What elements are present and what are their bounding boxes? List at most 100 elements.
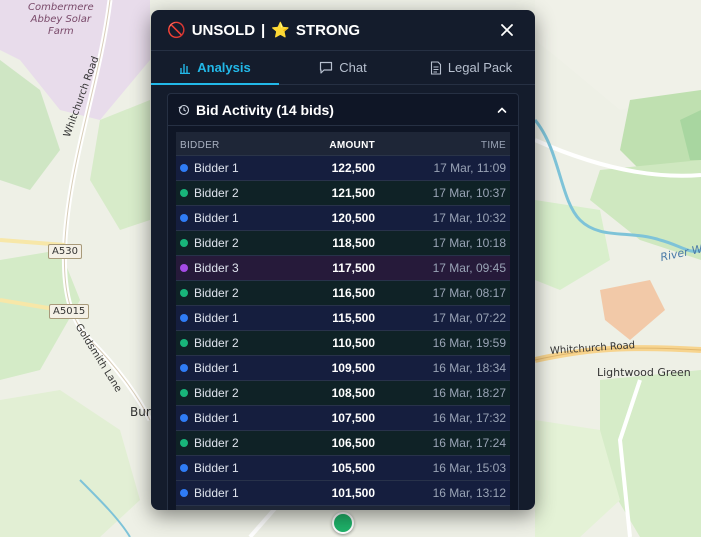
bid-table-header: BIDDER AMOUNT TIME	[176, 136, 510, 156]
panel-title: 🚫 UNSOLD | ⭐ STRONG	[167, 21, 495, 40]
bid-amount: 101,500	[331, 486, 375, 500]
history-icon	[178, 104, 190, 115]
bidder-cell: Bidder 2	[180, 286, 310, 300]
bid-row: Bidder 1 120,500 17 Mar, 10:32	[176, 206, 510, 231]
bid-time: 17 Mar, 10:18	[432, 236, 506, 250]
map-label-combermere: Combermere Abbey Solar Farm	[28, 2, 94, 37]
road-shield-a530: A530	[48, 244, 82, 259]
bid-time: 17 Mar, 10:37	[432, 186, 506, 200]
bid-time: 17 Mar, 08:17	[432, 286, 506, 300]
bidder-name: Bidder 2	[194, 336, 239, 350]
rating-label: STRONG	[295, 21, 361, 39]
close-button[interactable]	[495, 18, 519, 42]
bidder-color-dot	[180, 489, 188, 497]
bid-time: 16 Mar, 18:27	[432, 386, 506, 400]
bid-row: Bidder 2 116,500 17 Mar, 08:17	[176, 281, 510, 306]
tab-chat[interactable]: Chat	[279, 51, 407, 84]
bid-activity-title: Bid Activity (14 bids)	[196, 101, 334, 118]
title-separator: |	[261, 21, 266, 39]
bid-row: Bidder 2 121,500 17 Mar, 10:37	[176, 181, 510, 206]
tab-legal-pack-label: Legal Pack	[447, 60, 513, 75]
bidder-cell: Bidder 2	[180, 236, 310, 250]
bidder-name: Bidder 1	[194, 211, 239, 225]
bid-time: 16 Mar, 17:24	[432, 436, 506, 450]
bidder-name: Bidder 2	[194, 236, 239, 250]
column-header-bidder: BIDDER	[180, 140, 220, 151]
bidder-color-dot	[180, 339, 188, 347]
star-icon: ⭐	[271, 22, 290, 39]
bid-table-body: Bidder 1 122,500 17 Mar, 11:09 Bidder 2 121,…	[176, 156, 510, 506]
bidder-cell: Bidder 3	[180, 261, 310, 275]
bid-amount: 122,500	[331, 161, 375, 175]
bid-amount: 120,500	[331, 211, 375, 225]
bidder-cell: Bidder 2	[180, 386, 310, 400]
bid-time: 16 Mar, 18:34	[432, 361, 506, 375]
bidder-cell: Bidder 1	[180, 411, 310, 425]
bid-amount: 116,500	[332, 286, 375, 300]
bidder-color-dot	[180, 439, 188, 447]
bid-row: Bidder 2 118,500 17 Mar, 10:18	[176, 231, 510, 256]
document-icon	[430, 60, 441, 75]
active-tab-indicator	[151, 83, 279, 85]
bidder-color-dot	[180, 364, 188, 372]
tab-analysis[interactable]: Analysis	[151, 51, 279, 84]
tab-chat-label: Chat	[339, 60, 367, 75]
bid-amount: 110,500	[332, 336, 375, 350]
bid-row: Bidder 3 117,500 17 Mar, 09:45	[176, 256, 510, 281]
bid-time: 16 Mar, 15:03	[432, 461, 506, 475]
bidder-name: Bidder 1	[194, 311, 239, 325]
property-panel: 🚫 UNSOLD | ⭐ STRONG Analysis Chat	[151, 10, 535, 510]
bid-amount: 106,500	[331, 436, 375, 450]
bidder-cell: Bidder 1	[180, 211, 310, 225]
bid-time: 17 Mar, 10:32	[432, 211, 506, 225]
bidder-cell: Bidder 2	[180, 336, 310, 350]
bidder-name: Bidder 2	[194, 186, 239, 200]
bidder-color-dot	[180, 389, 188, 397]
bidder-cell: Bidder 1	[180, 461, 310, 475]
bid-amount: 115,500	[332, 311, 375, 325]
bid-row: Bidder 1 115,500 17 Mar, 07:22	[176, 306, 510, 331]
bid-activity-header[interactable]: Bid Activity (14 bids)	[168, 94, 518, 126]
bid-row: Bidder 1 122,500 17 Mar, 11:09	[176, 156, 510, 181]
bidder-cell: Bidder 1	[180, 486, 310, 500]
bidder-color-dot	[180, 189, 188, 197]
bidder-color-dot	[180, 164, 188, 172]
tab-bar: Analysis Chat Legal Pack	[151, 51, 535, 85]
bid-row: Bidder 1 101,500 16 Mar, 13:12	[176, 481, 510, 506]
bid-row: Bidder 2 108,500 16 Mar, 18:27	[176, 381, 510, 406]
tab-analysis-label: Analysis	[197, 60, 251, 75]
bidder-color-dot	[180, 414, 188, 422]
status-label: UNSOLD	[191, 21, 256, 39]
bidder-color-dot	[180, 464, 188, 472]
bidder-name: Bidder 2	[194, 436, 239, 450]
bid-amount: 117,500	[332, 261, 375, 275]
bar-chart-icon	[180, 63, 191, 74]
bid-row: Bidder 1 107,500 16 Mar, 17:32	[176, 406, 510, 431]
bid-row: Bidder 2 110,500 16 Mar, 19:59	[176, 331, 510, 356]
bid-amount: 105,500	[331, 461, 375, 475]
panel-header: 🚫 UNSOLD | ⭐ STRONG	[151, 10, 535, 51]
bid-row: Bidder 1 109,500 16 Mar, 18:34	[176, 356, 510, 381]
bidder-name: Bidder 1	[194, 486, 239, 500]
bidder-name: Bidder 1	[194, 461, 239, 475]
bid-amount: 118,500	[332, 236, 375, 250]
bid-time: 16 Mar, 19:59	[432, 336, 506, 350]
bid-amount: 108,500	[331, 386, 375, 400]
bid-time: 16 Mar, 17:32	[432, 411, 506, 425]
tab-legal-pack[interactable]: Legal Pack	[407, 51, 535, 84]
bid-row: Bidder 2 106,500 16 Mar, 17:24	[176, 431, 510, 456]
bidder-color-dot	[180, 214, 188, 222]
bid-table: BIDDER AMOUNT TIME Bidder 1 122,500 17 Mar…	[176, 132, 510, 510]
column-header-time: TIME	[480, 140, 506, 151]
bidder-cell: Bidder 2	[180, 186, 310, 200]
bidder-color-dot	[180, 289, 188, 297]
bidder-name: Bidder 1	[194, 411, 239, 425]
chevron-up-icon[interactable]	[496, 104, 508, 116]
column-header-amount: AMOUNT	[329, 140, 375, 151]
bidder-name: Bidder 2	[194, 286, 239, 300]
chat-bubble-icon	[320, 61, 333, 74]
property-marker[interactable]	[332, 512, 354, 534]
bid-amount: 121,500	[331, 186, 375, 200]
bid-time: 17 Mar, 09:45	[432, 261, 506, 275]
bid-activity-section: Bid Activity (14 bids) BIDDER AMOUNT TIM…	[167, 93, 519, 510]
